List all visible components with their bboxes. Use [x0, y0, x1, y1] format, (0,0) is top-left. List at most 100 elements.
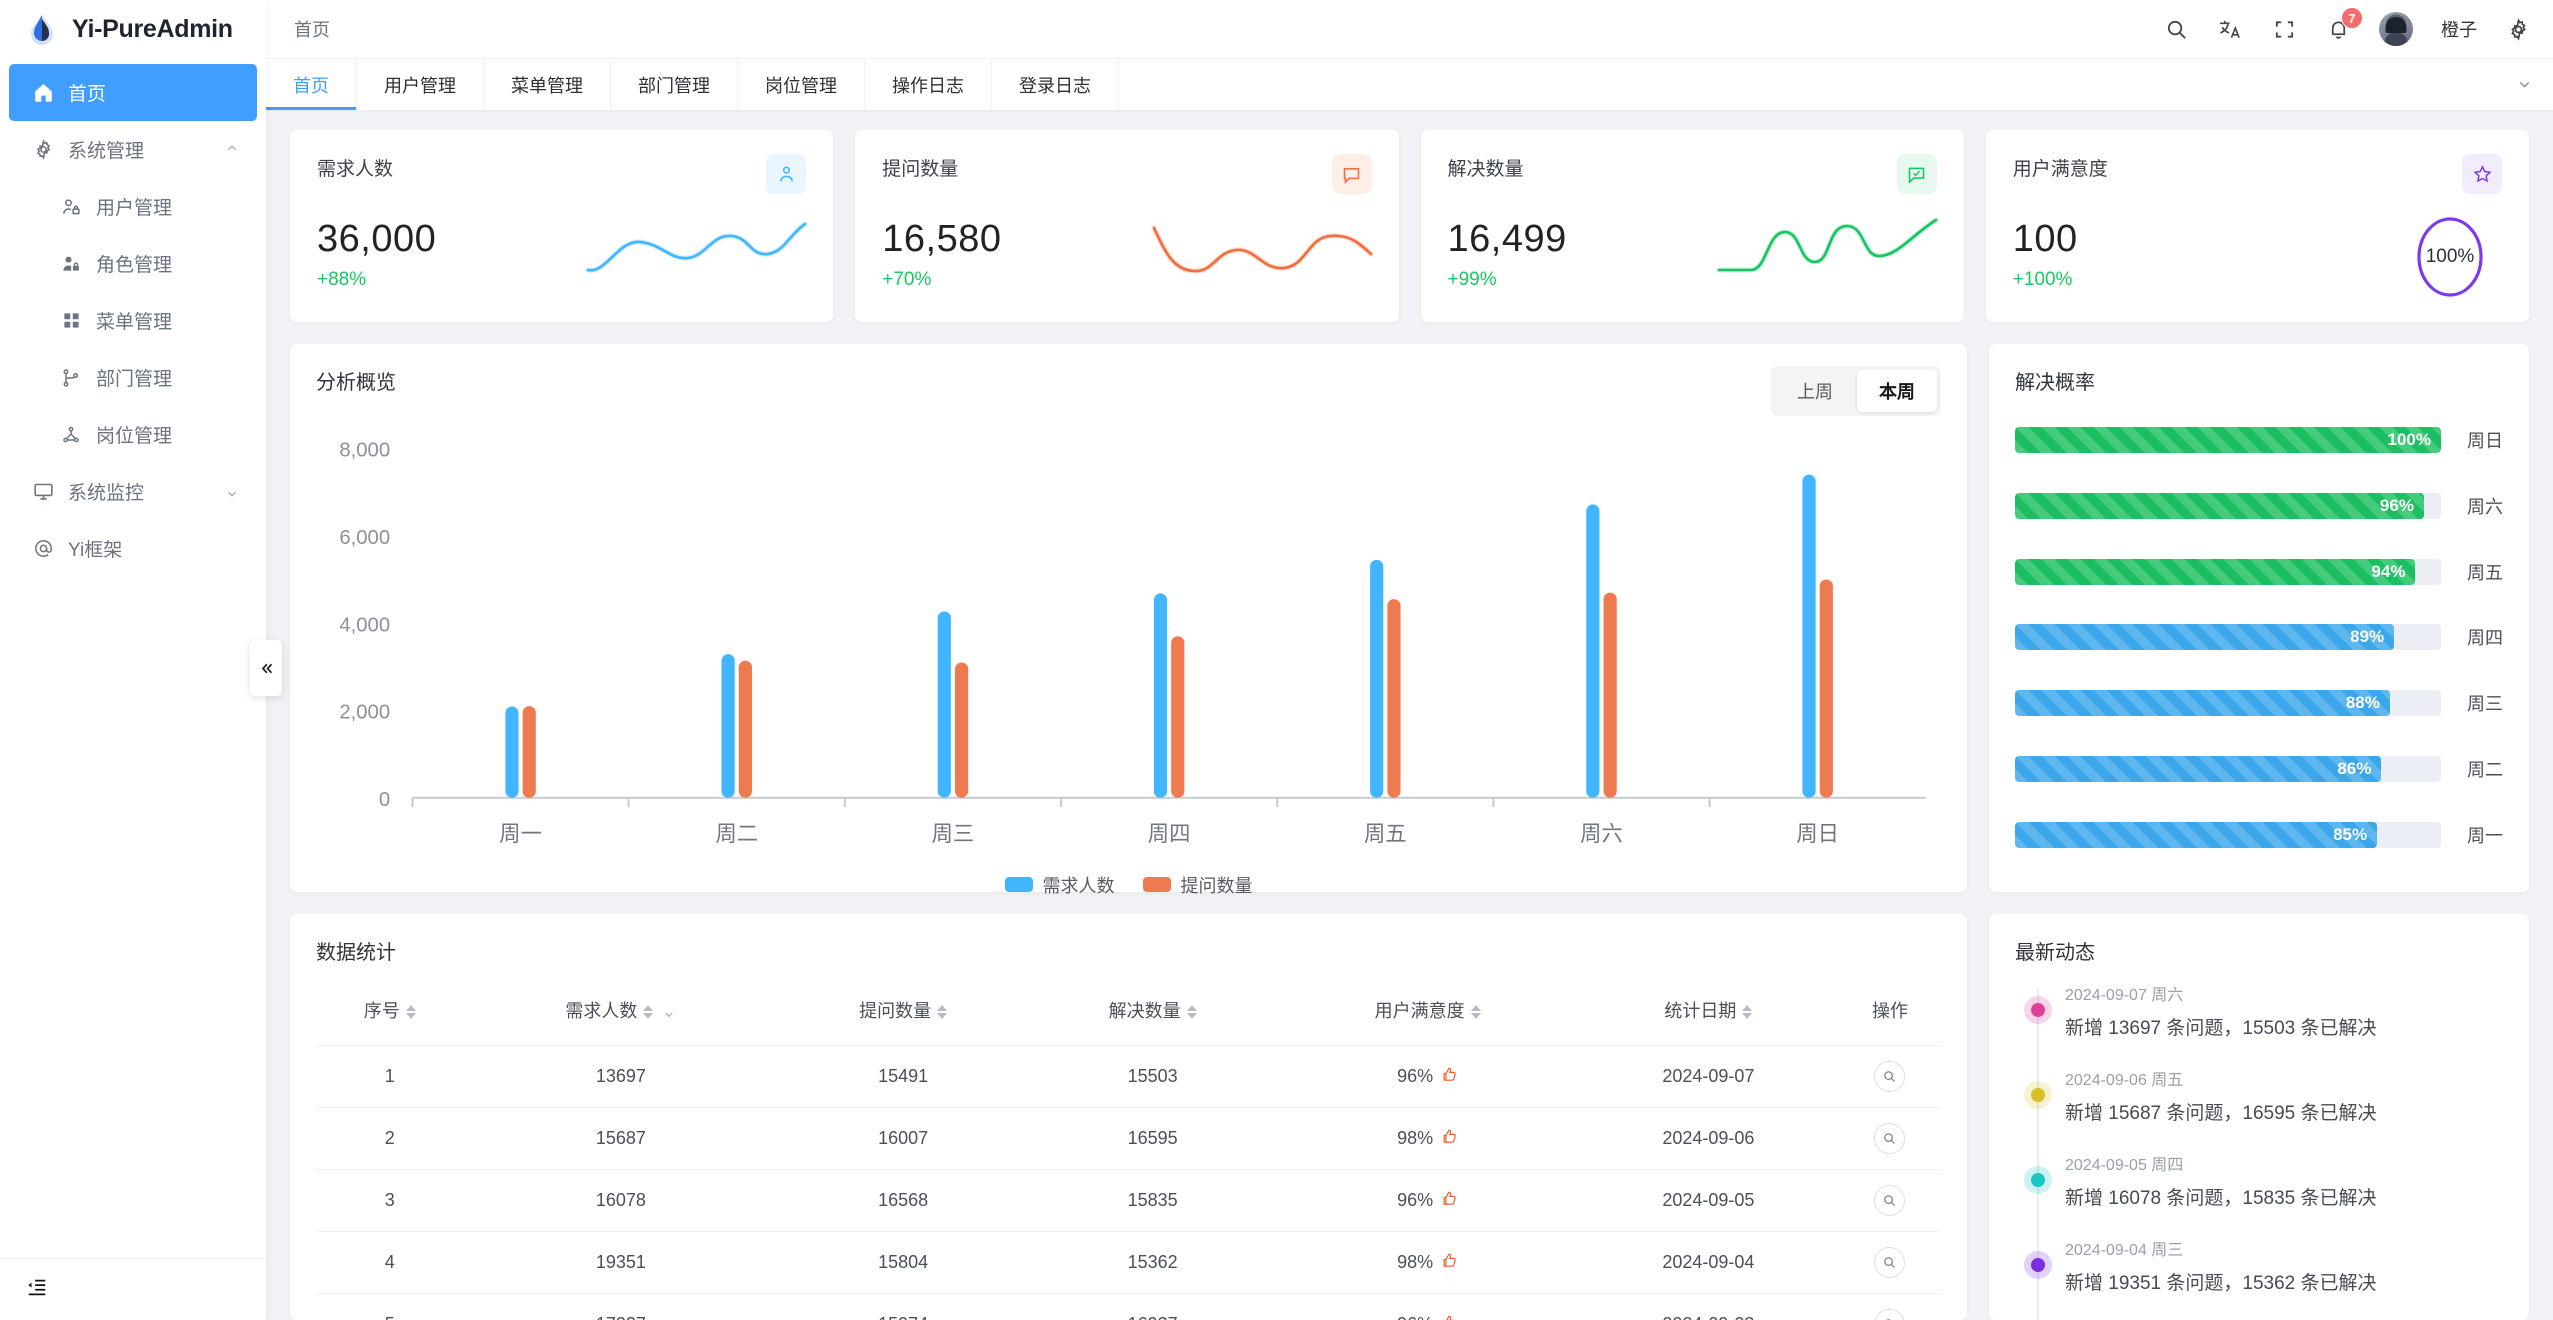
- tab-user-management[interactable]: 用户管理: [357, 59, 484, 110]
- sidebar-item-system-management[interactable]: 系统管理: [9, 121, 257, 178]
- search-icon[interactable]: [1874, 1123, 1906, 1154]
- th-demand[interactable]: 需求人数 ⌄: [565, 1001, 677, 1021]
- cell-ask: 15974: [778, 1294, 1027, 1320]
- translate-icon[interactable]: [2217, 16, 2243, 42]
- search-icon[interactable]: [1874, 1185, 1906, 1216]
- sort-icon[interactable]: [1470, 1005, 1481, 1020]
- sort-icon[interactable]: [937, 1005, 948, 1020]
- tab-department-management[interactable]: 部门管理: [611, 59, 738, 110]
- timeline-text: 新增 16078 条问题，15835 条已解决: [2065, 1188, 2377, 1209]
- timeline-list: 2024-09-07 周六 新增 13697 条问题，15503 条已解决 2024…: [2015, 981, 2503, 1320]
- fullscreen-icon[interactable]: [2271, 16, 2297, 42]
- chevron-down-icon[interactable]: ⌄: [661, 1001, 677, 1021]
- sidebar-item-role-management[interactable]: 角色管理: [9, 235, 257, 292]
- chart-legend: 需求人数 提问数量: [316, 872, 1941, 904]
- search-icon[interactable]: [2163, 16, 2189, 42]
- sidebar-item-post-management[interactable]: 岗位管理: [9, 406, 257, 463]
- cell-demand: 16078: [595, 1190, 646, 1210]
- progress-fill: 100%: [2015, 426, 2441, 453]
- avatar[interactable]: [2379, 12, 2413, 46]
- progress-track: 88%: [2015, 690, 2441, 717]
- progress-track: 89%: [2015, 624, 2441, 651]
- cell-date: 2024-09-06: [1662, 1128, 1755, 1148]
- th-date[interactable]: 统计日期: [1578, 983, 1839, 1046]
- navbar-actions: 7 橙子: [2163, 7, 2531, 46]
- th-ask[interactable]: 提问数量: [778, 983, 1027, 1046]
- sidebar-item-label: 系统监控: [68, 483, 145, 504]
- username[interactable]: 橙子: [2441, 20, 2477, 40]
- sparkline-chart: [1151, 225, 1373, 274]
- period-last-week-button[interactable]: 上周: [1797, 382, 1833, 402]
- bell-icon[interactable]: 7: [2325, 7, 2363, 42]
- progress-fill: 89%: [2015, 624, 2395, 651]
- svg-text:周三: 周三: [932, 822, 975, 846]
- cell-satisfaction: 96%: [1277, 1170, 1578, 1232]
- star-icon: [2462, 154, 2502, 194]
- sort-icon[interactable]: [1742, 1005, 1753, 1020]
- breadcrumb[interactable]: 首页: [294, 20, 330, 40]
- sidebar-item-label: 用户管理: [96, 198, 173, 219]
- th-solved[interactable]: 解决数量: [1028, 983, 1277, 1046]
- solve-rate-row: 85% 周一: [2015, 821, 2503, 848]
- sort-icon[interactable]: [405, 1005, 416, 1020]
- stat-card-demand: 需求人数 36,000 +88%: [290, 130, 834, 322]
- sort-icon[interactable]: [643, 1005, 654, 1020]
- stat-delta: +99%: [1447, 269, 1497, 290]
- timeline-dot: [2024, 1251, 2052, 1279]
- table-row[interactable]: 3 16078 16568 15835 96% 2024-09-05: [316, 1169, 1941, 1232]
- search-icon[interactable]: [1874, 1247, 1906, 1278]
- sort-icon[interactable]: [1186, 1005, 1197, 1020]
- cell-ask: 16568: [878, 1190, 929, 1210]
- stat-delta: +100%: [2012, 269, 2073, 290]
- legend-item-demand[interactable]: 需求人数: [1004, 872, 1115, 898]
- brand[interactable]: Yi-PureAdmin: [0, 0, 266, 58]
- sidebar-item-user-management[interactable]: 用户管理: [9, 178, 257, 235]
- table-header-row: 序号 需求人数 ⌄ 提问数量 解决数量 用户满意度 统计日期 操作: [316, 983, 1941, 1046]
- table-row[interactable]: 1 13697 15491 15503 96% 2024-09-07: [316, 1045, 1941, 1108]
- card-title: 最新动态: [2015, 942, 2095, 964]
- cell-no: 5: [316, 1294, 463, 1320]
- tab-operation-log[interactable]: 操作日志: [865, 59, 992, 110]
- tab-post-management[interactable]: 岗位管理: [738, 59, 865, 110]
- gear-icon[interactable]: [2505, 16, 2531, 42]
- timeline-date: 2024-09-06 周五: [2065, 1072, 2184, 1089]
- svg-text:周六: 周六: [1580, 822, 1623, 846]
- tabbar-more-button[interactable]: [2496, 59, 2553, 110]
- sidebar-item-department-management[interactable]: 部门管理: [9, 349, 257, 406]
- thumbs-up-icon: [1441, 1252, 1458, 1274]
- progress-day-label: 周一: [2467, 825, 2503, 846]
- tab-home[interactable]: 首页: [266, 59, 357, 110]
- bar-chart: 0 2,000 4,000 6,000 8,000 周一 周二 周三 周四 周五 周六 周日: [316, 430, 1941, 872]
- sidebar-item-system-monitor[interactable]: 系统监控: [9, 463, 257, 520]
- period-this-week-button[interactable]: 本周: [1857, 370, 1937, 412]
- chevron-down-icon: [225, 485, 239, 499]
- sidebar-item-yi-framework[interactable]: Yi框架: [9, 520, 257, 577]
- timeline-item: 2024-09-04 周三 新增 19351 条问题，15362 条已解决: [2024, 1236, 2503, 1320]
- progress-day-label: 周三: [2467, 694, 2503, 715]
- tab-menu-management[interactable]: 菜单管理: [484, 59, 611, 110]
- th-no[interactable]: 序号: [316, 983, 463, 1046]
- timeline-text: 新增 15687 条问题，16595 条已解决: [2065, 1103, 2377, 1124]
- tab-login-log[interactable]: 登录日志: [992, 59, 1119, 110]
- cell-solved: 15362: [1127, 1252, 1178, 1272]
- collapse-menu-icon[interactable]: [26, 1276, 48, 1303]
- search-icon[interactable]: [1874, 1309, 1906, 1320]
- th-satisfaction[interactable]: 用户满意度: [1277, 983, 1578, 1046]
- sidebar-item-label: 首页: [68, 84, 107, 105]
- sidebar-collapse-toggle[interactable]: [250, 640, 282, 696]
- cell-date: 2024-09-05: [1662, 1190, 1755, 1210]
- progress-fill: 94%: [2015, 558, 2416, 585]
- table-row[interactable]: 4 19351 15804 15362 98% 2024-09-04: [316, 1231, 1941, 1294]
- table-row[interactable]: 517227159741693796%2024-09-03: [316, 1293, 1941, 1320]
- sidebar-item-home[interactable]: 首页: [9, 64, 257, 121]
- solve-rate-row: 100% 周日: [2015, 426, 2503, 453]
- sidebar-footer: [0, 1258, 266, 1320]
- legend-item-questions[interactable]: 提问数量: [1142, 872, 1253, 898]
- cell-date: 2024-09-03: [1578, 1294, 1839, 1320]
- progress-label: 100%: [2387, 429, 2431, 449]
- sidebar-item-menu-management[interactable]: 菜单管理: [9, 292, 257, 349]
- sparkline-chart: [585, 221, 808, 273]
- table-row[interactable]: 2 15687 16007 16595 98% 2024-09-06: [316, 1107, 1941, 1170]
- search-icon[interactable]: [1874, 1061, 1906, 1092]
